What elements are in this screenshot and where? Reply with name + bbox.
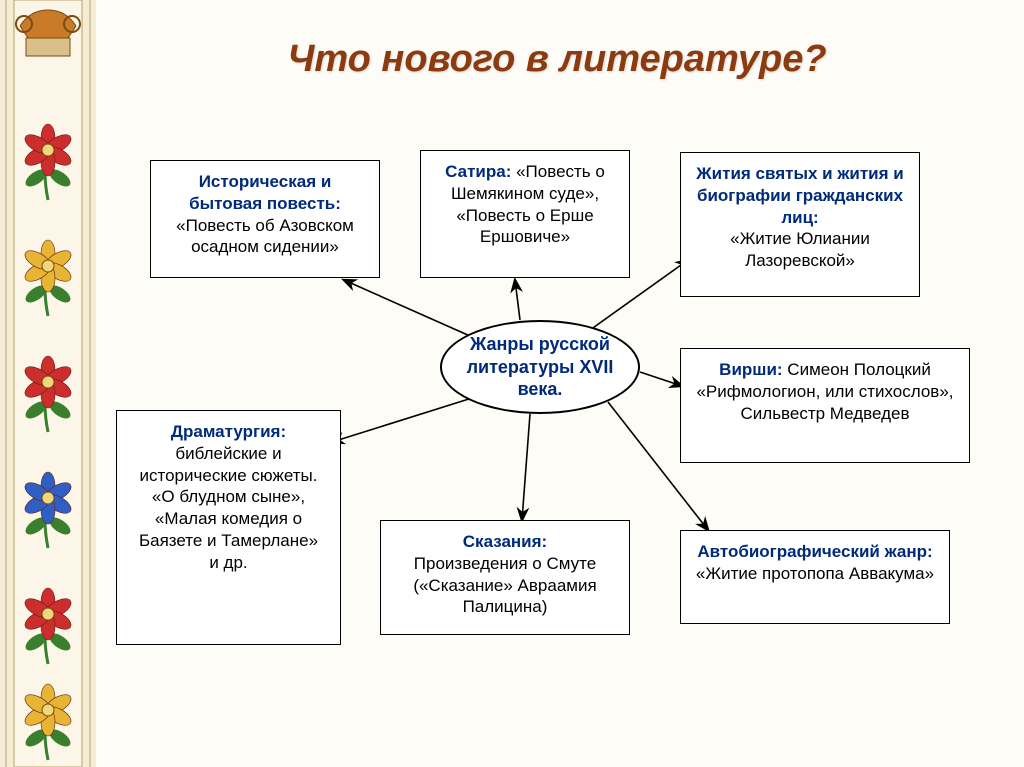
node-satire: Сатира: «Повесть о Шемякином суде», «Пов… bbox=[420, 150, 630, 278]
edge bbox=[522, 414, 530, 520]
edge bbox=[332, 398, 472, 442]
page-title: Что нового в литературе? bbox=[110, 38, 1004, 81]
node-body: «Житие протопопа Аввакума» bbox=[696, 564, 934, 583]
node-zhitiya: Жития святых и жития и биографии граждан… bbox=[680, 152, 920, 297]
edge bbox=[640, 372, 682, 386]
edge bbox=[344, 280, 470, 336]
node-heading: Жития святых и жития и биографии граждан… bbox=[696, 164, 903, 227]
node-heading: Вирши: bbox=[719, 360, 782, 379]
node-virshi: Вирши: Симеон Полоцкий «Рифмологион, или… bbox=[680, 348, 970, 463]
node-heading: Сказания: bbox=[463, 532, 547, 551]
node-heading: Историческая и бытовая повесть: bbox=[189, 172, 341, 213]
central-node: Жанры русской литературы XVII века. bbox=[440, 320, 640, 414]
central-label: Жанры русской литературы XVII века. bbox=[448, 333, 632, 401]
node-heading: Драматургия: bbox=[171, 422, 286, 441]
decorative-border bbox=[0, 0, 96, 767]
edge bbox=[515, 280, 520, 320]
concept-map: Жанры русской литературы XVII века. Исто… bbox=[110, 120, 1010, 760]
node-autobio: Автобиографический жанр: «Житие протопоп… bbox=[680, 530, 950, 624]
node-drama: Драматургия:библейские и исторические сю… bbox=[116, 410, 341, 645]
node-skazaniya: Сказания:Произведения о Смуте («Сказание… bbox=[380, 520, 630, 635]
node-heading: Сатира: bbox=[445, 162, 511, 181]
node-historical: Историческая и бытовая повесть:«Повесть … bbox=[150, 160, 380, 278]
node-heading: Автобиографический жанр: bbox=[697, 542, 932, 561]
